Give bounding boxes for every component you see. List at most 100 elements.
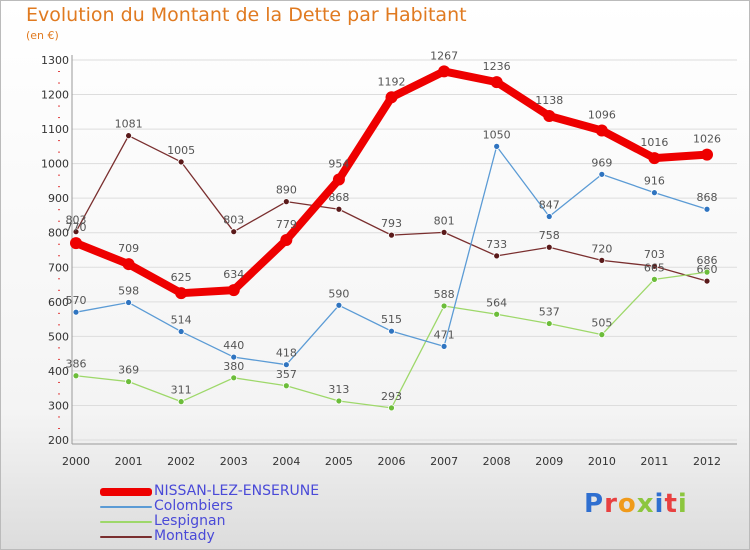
data-label: 590	[328, 287, 349, 300]
data-point	[648, 152, 661, 165]
y-tick-label: 600	[48, 296, 69, 309]
legend-item: NISSAN-LEZ-ENSERUNE	[100, 484, 319, 499]
legend: NISSAN-LEZ-ENSERUNE Colombiers Lespignan Mo…	[100, 484, 319, 544]
data-label: 634	[223, 268, 244, 281]
data-point	[490, 76, 503, 89]
data-point	[703, 268, 711, 276]
y-tick-label: 500	[48, 330, 69, 343]
y-tick-label: 400	[48, 365, 69, 378]
x-tick-label: 2003	[220, 455, 248, 468]
y-tick-label: 1100	[41, 123, 69, 136]
data-label: 969	[591, 156, 612, 169]
data-point	[598, 331, 606, 339]
legend-item: Montady	[100, 529, 319, 544]
legend-label: Lespignan	[154, 513, 226, 529]
data-label: 369	[118, 364, 139, 377]
legend-item: Colombiers	[100, 499, 319, 514]
data-label: 625	[171, 271, 192, 284]
data-label: 793	[381, 217, 402, 230]
data-label: 440	[223, 339, 244, 352]
data-point	[177, 158, 185, 166]
data-label: 570	[66, 294, 87, 307]
logo-letter: i	[677, 489, 688, 519]
logo-letter: r	[604, 489, 618, 519]
data-point	[703, 277, 711, 285]
data-label: 801	[434, 214, 455, 227]
x-tick-label: 2002	[167, 455, 195, 468]
data-label: 293	[381, 390, 402, 403]
data-label: 709	[118, 242, 139, 255]
x-tick-label: 2004	[272, 455, 300, 468]
data-point	[545, 320, 553, 327]
legend-label: Colombiers	[154, 498, 233, 514]
data-point	[651, 189, 658, 197]
data-point	[227, 284, 240, 297]
x-tick-label: 2010	[588, 455, 616, 468]
data-point	[122, 258, 135, 271]
data-point	[440, 228, 448, 236]
data-label: 514	[171, 314, 192, 327]
data-label: 868	[328, 191, 349, 204]
data-label: 916	[644, 175, 665, 188]
legend-label: NISSAN-LEZ-ENSERUNE	[154, 483, 320, 499]
data-label: 357	[276, 368, 297, 381]
data-label: 471	[434, 328, 455, 341]
logo-letter: x	[636, 489, 655, 519]
data-point	[282, 198, 290, 206]
y-tick-label: 900	[48, 192, 69, 205]
data-label: 1026	[693, 133, 721, 146]
legend-item: Lespignan	[100, 514, 319, 529]
x-tick-label: 2000	[62, 455, 90, 468]
data-label: 1138	[535, 94, 563, 107]
data-label: 686	[697, 254, 718, 267]
y-tick-label: 1200	[41, 89, 69, 102]
data-label: 313	[328, 383, 349, 396]
data-point	[175, 287, 188, 300]
data-point	[332, 173, 345, 186]
data-point	[493, 142, 501, 150]
data-point	[230, 374, 238, 382]
data-point	[651, 275, 658, 283]
data-point	[335, 301, 343, 309]
data-point	[282, 382, 290, 390]
data-label: 1096	[588, 108, 616, 121]
legend-swatch	[100, 487, 152, 496]
data-point	[72, 308, 80, 316]
data-point	[595, 124, 608, 137]
data-label: 954	[328, 158, 349, 171]
data-label: 386	[66, 358, 87, 371]
chart-title: Evolution du Montant de la Dette par Hab…	[26, 4, 467, 26]
x-tick-label: 2007	[430, 455, 458, 468]
x-tick-label: 2011	[640, 455, 668, 468]
data-label: 703	[644, 248, 665, 261]
data-point	[335, 397, 343, 405]
data-label: 1081	[115, 118, 143, 131]
series-line	[75, 135, 708, 282]
data-label: 1005	[167, 144, 195, 157]
x-tick-label: 2001	[115, 455, 143, 468]
data-label: 770	[66, 221, 87, 234]
data-point	[230, 353, 238, 361]
data-point	[493, 310, 501, 318]
data-label: 1016	[640, 136, 668, 149]
series-line	[72, 67, 711, 298]
data-point	[545, 213, 553, 220]
logo-letter: P	[584, 489, 605, 519]
x-tick-label: 2008	[483, 455, 511, 468]
data-label: 847	[539, 198, 560, 211]
data-label: 564	[486, 296, 507, 309]
data-point	[230, 228, 238, 236]
data-label: 537	[539, 306, 560, 319]
data-point	[177, 328, 185, 335]
x-tick-label: 2009	[535, 455, 563, 468]
data-label: 311	[171, 384, 192, 397]
data-point	[125, 132, 132, 140]
data-point	[177, 398, 185, 406]
data-point	[703, 205, 711, 213]
data-label: 380	[223, 360, 244, 373]
data-point	[493, 252, 501, 260]
data-label: 779	[276, 218, 297, 231]
